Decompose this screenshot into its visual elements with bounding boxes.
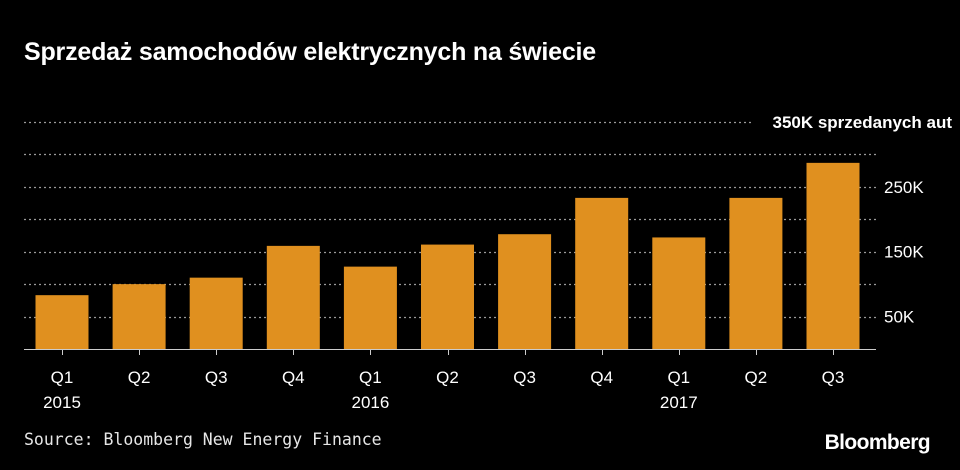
x-tick-label: Q3 [513, 368, 536, 387]
year-label: 2017 [660, 393, 698, 412]
x-tick-label: Q2 [745, 368, 768, 387]
bar [575, 197, 629, 349]
x-axis-ticks [62, 349, 834, 355]
bar [189, 277, 243, 349]
year-label: 2016 [351, 393, 389, 412]
bar [343, 266, 397, 349]
y-axis-unit-label: 350K sprzedanych aut [772, 113, 952, 132]
y-tick-label: 50K [884, 308, 915, 327]
x-tick-label: Q1 [359, 368, 382, 387]
x-tick-label: Q3 [822, 368, 845, 387]
x-tick-label: Q2 [128, 368, 151, 387]
x-tick-label: Q4 [282, 368, 305, 387]
bar [266, 245, 320, 349]
bar [35, 295, 89, 349]
y-tick-label: 250K [884, 178, 924, 197]
bar [729, 197, 783, 349]
y-tick-label: 150K [884, 243, 924, 262]
bar [421, 244, 474, 349]
x-tick-label: Q2 [436, 368, 459, 387]
bars [35, 162, 860, 349]
chart-title: Sprzedaż samochodów elektrycznych na świ… [24, 38, 596, 66]
x-tick-label: Q1 [51, 368, 74, 387]
bar [498, 234, 552, 349]
x-tick-label: Q1 [667, 368, 690, 387]
bloomberg-logo: Bloomberg [824, 431, 931, 454]
x-axis-labels: Q1 Q2 Q3 Q4 Q1 Q2 Q3 Q4 Q1 Q2 Q3 2015 2016 2017 [43, 368, 844, 412]
bar [652, 237, 706, 349]
source-note: Source: Bloomberg New Energy Finance [24, 430, 382, 449]
bar [112, 284, 166, 349]
year-label: 2015 [43, 393, 81, 412]
x-tick-label: Q3 [205, 368, 228, 387]
y-axis-labels: 50K 150K 250K 350K sprzedanych aut [772, 113, 952, 327]
bar [806, 162, 860, 349]
x-tick-label: Q4 [590, 368, 613, 387]
